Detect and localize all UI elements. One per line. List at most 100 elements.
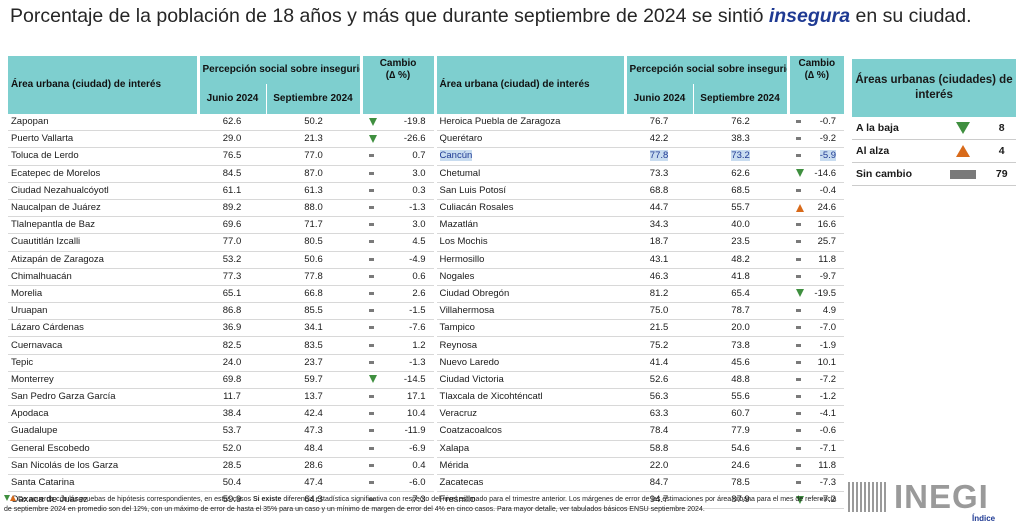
change-percent: -7.6: [409, 322, 426, 334]
junio-value: 68.8: [649, 184, 669, 196]
change-value: -1.5: [383, 303, 435, 320]
change-percent: -1.5: [409, 305, 426, 317]
change-value: -0.7: [810, 114, 844, 131]
septiembre-value: 77.8: [304, 270, 323, 282]
city-label: Fresnillo: [439, 494, 476, 506]
change-value: -9.2: [810, 131, 844, 148]
header-percepcion-right: Percepción social sobre inseguridad públ…: [623, 56, 789, 84]
no-change-dash-icon: [796, 395, 802, 399]
value-septiembre: 60.7: [693, 406, 788, 423]
value-junio: 68.8: [625, 182, 693, 199]
change-percent: -7.2: [819, 373, 837, 385]
junio-value: 84.5: [222, 167, 242, 179]
value-septiembre: 71.7: [266, 217, 361, 234]
septiembre-value: 77.9: [731, 425, 750, 437]
city-label: Hermosillo: [439, 253, 485, 265]
city-label: Oaxaca de Juárez: [11, 494, 89, 506]
table-row: Oaxaca de Juárez 59.9 64.3 7.3 Fresnillo 94.7…: [8, 491, 845, 509]
city-name: General Escobedo: [8, 440, 198, 457]
septiembre-value: 13.7: [304, 391, 323, 403]
change-icon-cell: [361, 199, 383, 216]
city-name: San Luis Potosí: [433, 182, 626, 200]
down-triangle-icon: [369, 117, 378, 126]
no-change-dash-icon: [796, 481, 802, 485]
change-value: 16.6: [810, 217, 844, 234]
change-percent: -14.6: [814, 167, 837, 179]
change-icon-cell: [361, 251, 383, 268]
city-name: Uruapan: [8, 303, 198, 320]
city-name: Heroica Puebla de Zaragoza: [433, 114, 626, 131]
change-value: -0.6: [810, 423, 844, 440]
value-septiembre: 76.2: [693, 114, 788, 131]
city-label: Los Mochis: [439, 236, 488, 248]
city-name: Xalapa: [433, 440, 626, 458]
value-septiembre: 66.8: [266, 285, 361, 302]
city-name: Puerto Vallarta: [8, 131, 198, 148]
value-septiembre: 55.6: [693, 389, 788, 406]
change-value: 1.2: [383, 337, 435, 354]
table-row: Santa Catarina 50.4 47.4 -6.0 Zacatecas 84.7 7…: [8, 474, 845, 492]
value-septiembre: 38.3: [693, 131, 788, 148]
change-value: 25.7: [810, 234, 844, 251]
city-name: San Pedro Garza García: [8, 389, 198, 406]
value-junio: 44.7: [625, 199, 693, 216]
junio-value: 77.0: [222, 236, 242, 248]
change-value: -4.1: [810, 406, 844, 423]
city-name: Atizapán de Zaragoza: [8, 251, 198, 268]
city-label: Mazatlán: [439, 219, 479, 231]
indice-link[interactable]: Índice: [972, 514, 996, 523]
junio-value: 36.9: [222, 322, 242, 334]
table-row: Apodaca 38.4 42.4 10.4 Veracruz 63.3 60.7 -4.1: [8, 405, 845, 423]
change-percent: -5.9: [819, 150, 837, 162]
summary-icon-cell: [938, 139, 988, 163]
no-change-dash-icon: [369, 412, 375, 416]
no-change-dash-icon: [796, 154, 802, 158]
header-septiembre-left: Septiembre 2024: [265, 84, 362, 114]
change-percent: 0.7: [412, 150, 426, 162]
city-name: Cuautitlán Izcalli: [8, 234, 198, 251]
change-value: 11.8: [810, 251, 844, 268]
septiembre-value: 60.7: [731, 408, 750, 420]
change-icon-cell: [361, 440, 383, 457]
change-percent: -7.2: [819, 494, 837, 506]
change-icon-cell: [788, 268, 810, 285]
no-change-dash-icon: [796, 463, 802, 467]
change-icon-cell: [788, 371, 810, 388]
value-junio: 38.4: [198, 406, 266, 423]
footnote: De acuerdo con las pruebas de hipótesis …: [4, 495, 837, 513]
change-value: 0.3: [383, 182, 435, 199]
city-name: Querétaro: [433, 130, 626, 148]
change-value: -7.3: [810, 474, 844, 491]
value-septiembre: 48.4: [266, 440, 361, 457]
no-change-dash-icon: [796, 446, 802, 450]
change-icon-cell: [788, 234, 810, 251]
header-cambio-blank-left: [359, 84, 436, 114]
city-name: Apodaca: [8, 406, 198, 423]
value-septiembre: 47.3: [266, 423, 361, 440]
junio-value: 81.2: [649, 287, 669, 299]
city-label: Villahermosa: [439, 305, 495, 317]
value-septiembre: 50.6: [266, 251, 361, 268]
no-change-dash-icon: [796, 137, 802, 141]
septiembre-value: 71.7: [304, 219, 323, 231]
summary-icon-cell: [938, 117, 988, 140]
change-percent: -11.9: [404, 425, 426, 437]
city-label: Chetumal: [439, 167, 481, 179]
table-row: General Escobedo 52.0 48.4 -6.9 Xalapa 58.8 54…: [8, 440, 845, 458]
septiembre-value: 83.5: [304, 339, 323, 351]
city-name: Oaxaca de Juárez: [8, 492, 198, 509]
no-change-dash-icon: [369, 171, 375, 175]
septiembre-value: 61.3: [304, 184, 323, 196]
value-septiembre: 54.6: [693, 440, 788, 457]
change-value: -7.0: [810, 320, 844, 337]
change-value: -9.7: [810, 268, 844, 285]
change-value: -7.2: [810, 492, 844, 509]
table-row: San Pedro Garza García 11.7 13.7 17.1 Tlaxca…: [8, 388, 845, 406]
change-icon-cell: [361, 268, 383, 285]
header-percepcion-left: Percepción social sobre inseguridad públ…: [196, 56, 362, 84]
city-label: Heroica Puebla de Zaragoza: [439, 116, 561, 128]
header-septiembre-right: Septiembre 2024: [692, 84, 789, 114]
city-label: Nuevo Laredo: [439, 356, 500, 368]
septiembre-value: 47.3: [304, 425, 323, 437]
change-percent: 25.7: [817, 236, 837, 248]
